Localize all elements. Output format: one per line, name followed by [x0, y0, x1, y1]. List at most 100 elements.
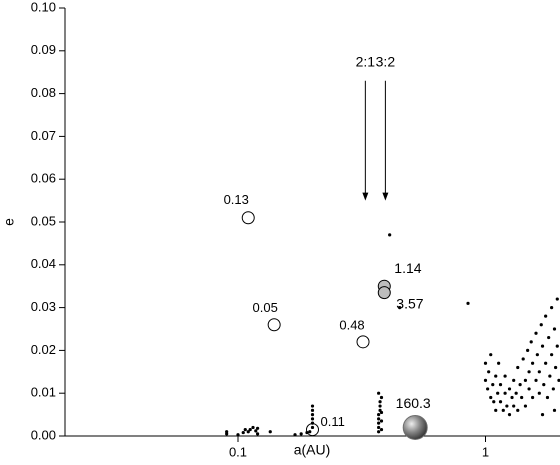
point-label: 160.3	[396, 395, 431, 411]
y-tick-label: 0.06	[31, 171, 56, 186]
dot	[526, 348, 530, 352]
dot	[379, 410, 384, 415]
dot	[255, 426, 260, 430]
x-tick-label: 0.1	[229, 444, 247, 459]
dot	[308, 430, 312, 434]
dot	[243, 427, 247, 432]
y-tick-label: 0.08	[31, 85, 56, 100]
dot	[550, 353, 554, 357]
dot	[540, 413, 545, 417]
dot	[466, 301, 470, 305]
dot	[377, 421, 381, 425]
dot	[531, 361, 535, 365]
dot	[537, 370, 541, 374]
dot	[507, 387, 512, 391]
dot	[310, 425, 315, 430]
dot	[496, 391, 500, 395]
arrow-head	[362, 192, 369, 201]
dot	[293, 433, 297, 437]
dot	[494, 374, 498, 378]
y-tick-label: 0.04	[31, 256, 56, 271]
dot	[527, 387, 531, 391]
dot	[521, 357, 525, 361]
dot	[377, 417, 381, 421]
dot	[503, 391, 507, 395]
point-label: 1.14	[394, 260, 421, 276]
dot	[489, 353, 493, 357]
y-axis-label: e	[1, 218, 17, 226]
dot	[378, 400, 382, 404]
dot	[550, 306, 554, 310]
point-label: 0.05	[253, 300, 278, 315]
dot	[483, 361, 488, 365]
annotation-label: 3:2	[376, 53, 396, 69]
planet	[306, 423, 319, 437]
dot	[483, 378, 488, 382]
point-label: 3.57	[396, 295, 423, 311]
dot	[512, 378, 516, 382]
planet-sphere	[402, 414, 428, 440]
dot	[531, 395, 535, 400]
dot	[377, 425, 381, 430]
dot	[557, 378, 560, 382]
dot	[398, 306, 402, 310]
dot	[310, 413, 315, 417]
dot	[497, 361, 501, 365]
dot	[377, 413, 381, 417]
x-axis-label: a(AU)	[294, 442, 331, 458]
point-label: 0.48	[339, 317, 364, 332]
dot	[255, 432, 260, 436]
dot	[501, 408, 505, 412]
dot	[498, 400, 503, 404]
y-tick-label: 0.05	[31, 213, 56, 228]
dot	[379, 419, 384, 423]
dot	[554, 365, 558, 370]
dot	[494, 408, 498, 412]
dot	[489, 395, 493, 400]
dot	[537, 391, 541, 395]
dot	[388, 233, 392, 237]
arrow-head	[382, 192, 389, 201]
dot	[534, 331, 538, 335]
dot	[523, 404, 528, 408]
planet	[267, 318, 281, 332]
dot	[486, 387, 490, 391]
dot	[310, 408, 315, 412]
dot	[516, 408, 520, 412]
dot	[507, 413, 512, 417]
dot	[542, 383, 546, 387]
dot	[492, 400, 496, 404]
dot	[555, 344, 559, 348]
point-label: 0.11	[321, 414, 345, 429]
dot	[498, 383, 503, 387]
dot	[529, 340, 533, 344]
dot	[377, 430, 381, 434]
dot	[310, 404, 315, 408]
dot	[555, 297, 559, 301]
dot	[379, 395, 384, 400]
y-tick-label: 0.02	[31, 342, 56, 357]
dot	[547, 335, 551, 340]
dot	[503, 374, 507, 378]
dot	[236, 433, 240, 437]
dot	[551, 387, 555, 391]
y-tick-label: 0.10	[31, 0, 56, 14]
dot	[510, 395, 514, 400]
dot	[378, 404, 382, 408]
point-label: 0.13	[224, 192, 249, 207]
dot	[246, 430, 250, 434]
dot	[545, 395, 550, 400]
x-tick-label: 1	[482, 444, 489, 459]
dot	[539, 323, 543, 327]
dot	[299, 432, 303, 436]
dot	[248, 427, 252, 432]
dot	[523, 378, 528, 382]
dot	[491, 383, 495, 387]
dot	[487, 370, 491, 374]
dot	[540, 344, 545, 348]
dot	[225, 430, 229, 434]
annotation-label: 2:1	[356, 53, 376, 69]
dot	[377, 391, 381, 395]
dot	[268, 430, 272, 434]
